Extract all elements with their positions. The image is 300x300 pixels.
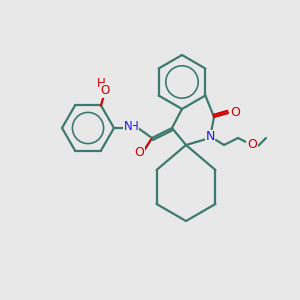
Text: O: O — [134, 146, 144, 160]
Text: N: N — [205, 130, 215, 143]
Text: O: O — [230, 106, 240, 119]
Text: O: O — [247, 137, 257, 151]
Text: H: H — [97, 77, 105, 90]
Text: O: O — [100, 84, 109, 97]
Text: H: H — [130, 121, 138, 134]
Text: N: N — [124, 121, 132, 134]
